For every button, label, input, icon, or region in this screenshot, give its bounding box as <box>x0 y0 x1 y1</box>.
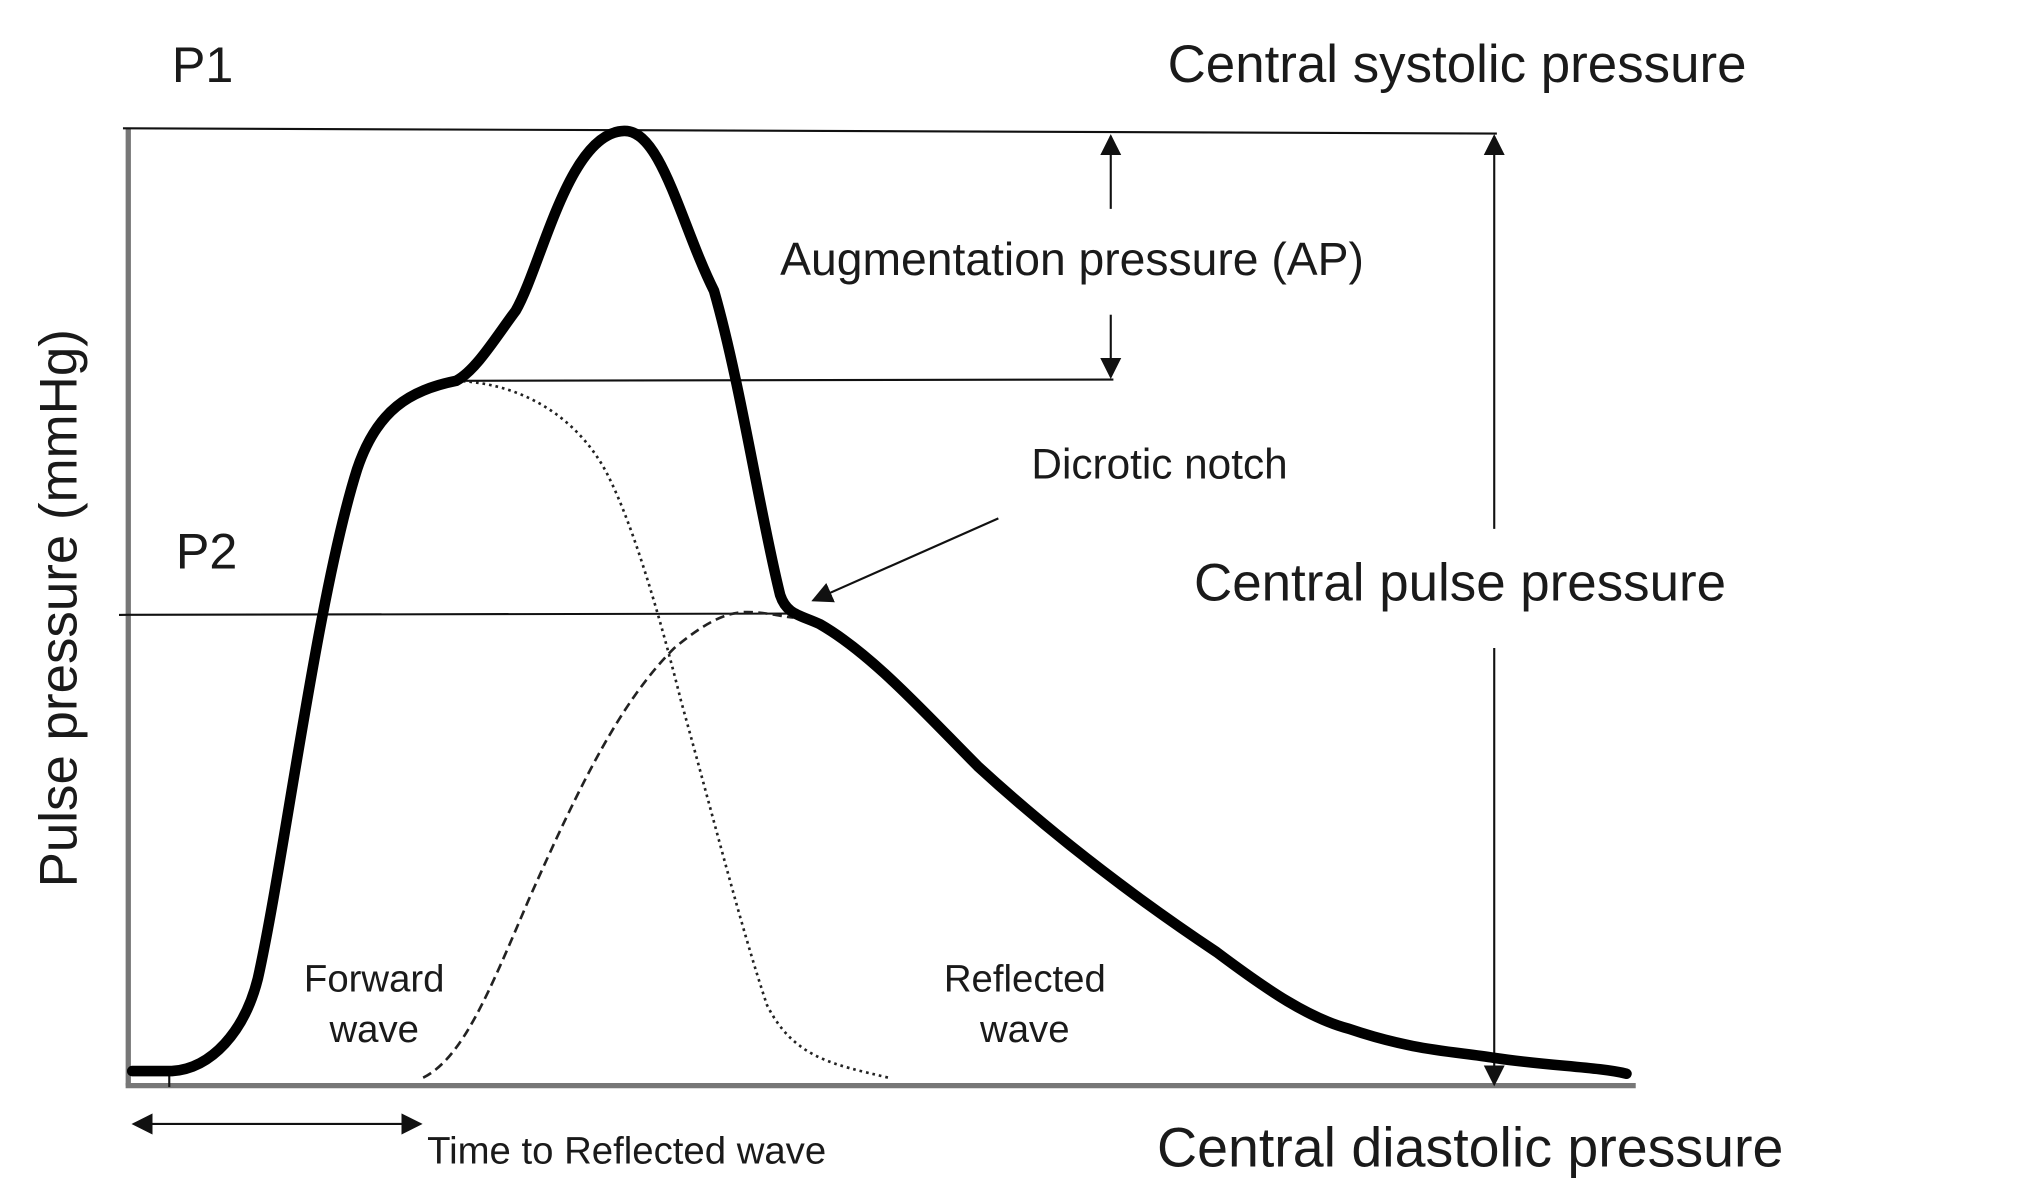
reflected-wave-curve <box>422 610 794 1079</box>
y-axis-label: Pulse pressure (mmHg) <box>30 329 89 887</box>
systolic-label: Central systolic pressure <box>1168 35 1747 94</box>
p2-line <box>119 612 794 616</box>
forward-wave-label: Forward <box>304 958 445 1001</box>
reflected-wave-label: Reflected <box>944 958 1106 1001</box>
forward-wave-label: wave <box>328 1008 418 1051</box>
ap-base-line <box>456 378 1114 382</box>
dicrotic-arrow <box>811 517 999 603</box>
systolic-line <box>122 127 1497 135</box>
time-label: Time to Reflected wave <box>427 1130 826 1173</box>
pulse-wave-curve <box>126 125 1632 1080</box>
pulse-pressure-label: Central pulse pressure <box>1194 553 1726 612</box>
diastolic-label: Central diastolic pressure <box>1157 1116 1783 1178</box>
reflected-wave-label: wave <box>979 1008 1069 1051</box>
p1-label: P1 <box>172 37 233 93</box>
ap-label: Augmentation pressure (AP) <box>780 233 1364 285</box>
p2-label: P2 <box>176 524 237 580</box>
forward-wave-curve <box>456 379 889 1079</box>
dicrotic-label: Dicrotic notch <box>1031 441 1287 488</box>
